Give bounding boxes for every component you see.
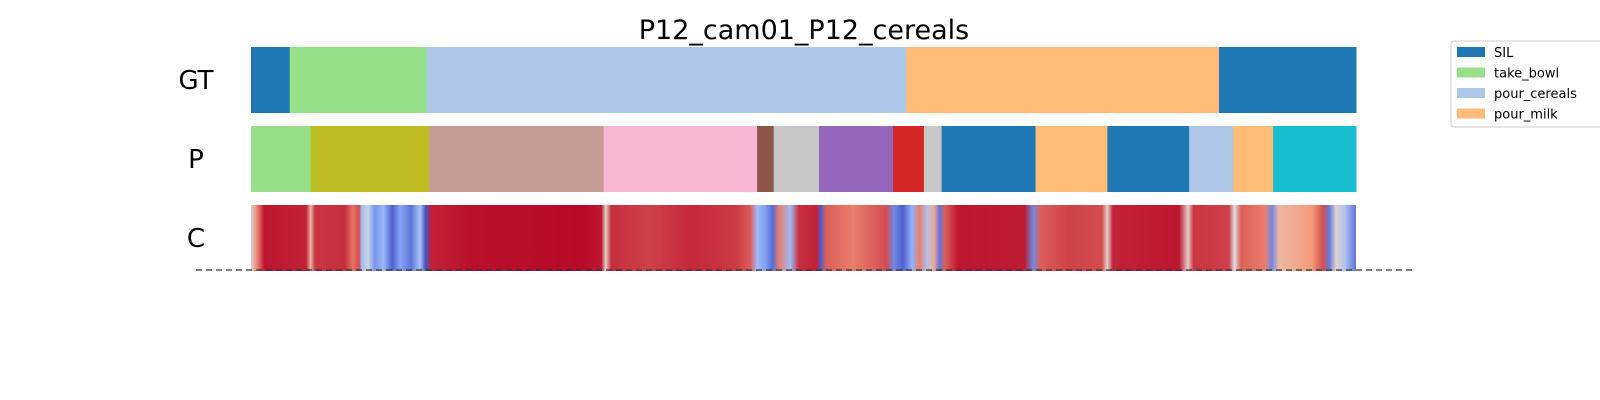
confidence-strip: [251, 205, 1356, 271]
row-label: P: [188, 145, 204, 175]
segment-bar: [1189, 126, 1234, 192]
legend-label: SIL: [1494, 46, 1514, 61]
legend-swatch: [1457, 67, 1485, 78]
legend-swatch: [1457, 88, 1485, 98]
legend-swatch: [1457, 108, 1485, 119]
segment-bar: [923, 126, 943, 192]
row-label: GT: [178, 66, 213, 96]
row-gt: GT: [178, 47, 1357, 113]
segment-bar: [1035, 126, 1108, 192]
legend-frame: [1450, 40, 1600, 128]
segment-bar: [251, 126, 312, 192]
segment-bar: [1107, 126, 1190, 192]
segment-bar: [773, 126, 820, 192]
row-p: P: [188, 126, 1357, 192]
segment-bar: [818, 126, 894, 192]
segment-bar: [426, 47, 907, 113]
legend-swatch: [1457, 47, 1485, 57]
segment-bar: [941, 126, 1037, 192]
chart-title: P12_cam01_P12_cereals: [639, 15, 970, 46]
row-c: C: [187, 205, 1356, 271]
segment-bar: [757, 126, 775, 192]
segment-bar: [893, 126, 925, 192]
segment-bar: [310, 126, 430, 192]
legend-label: pour_cereals: [1494, 87, 1577, 102]
legend-label: pour_milk: [1494, 108, 1558, 123]
segment-bar: [428, 126, 604, 192]
row-label: C: [187, 224, 205, 254]
segment-bar: [906, 47, 1220, 113]
segment-bar: [1218, 47, 1357, 113]
segment-bar: [1233, 126, 1274, 192]
segment-bar: [1273, 126, 1357, 192]
legend-label: take_bowl: [1494, 67, 1559, 82]
segment-bar: [251, 47, 291, 113]
segment-bar: [603, 126, 758, 192]
timeline-rows: GT P C: [178, 47, 1357, 271]
segment-bar: [289, 47, 428, 113]
chart-legend: SIL take_bowl pour_cereals pour_milk: [1450, 40, 1600, 128]
